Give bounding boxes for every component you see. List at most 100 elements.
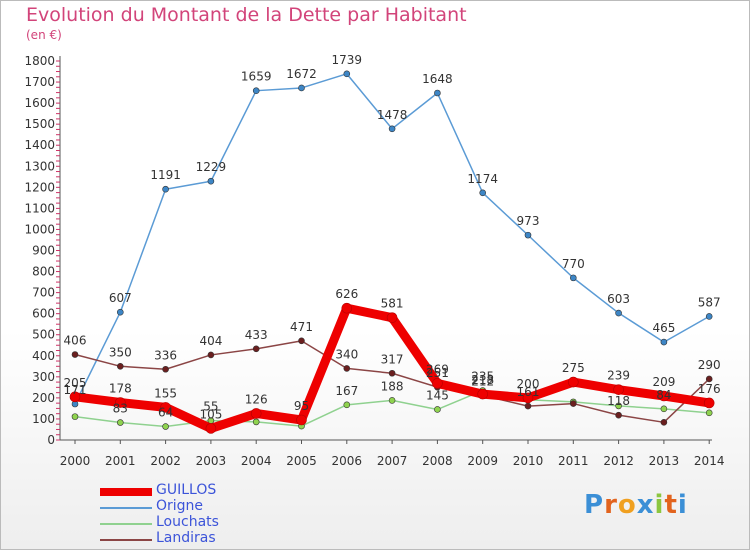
- x-tick-label: 2014: [694, 454, 725, 468]
- data-point-louchats: [615, 402, 622, 410]
- data-point-guillos: [703, 397, 715, 409]
- data-point-origne: [569, 274, 577, 282]
- data-label-origne: 171: [64, 383, 87, 397]
- data-label-origne: 973: [517, 214, 540, 228]
- data-label-guillos: 275: [562, 361, 585, 375]
- data-label-origne: 1659: [241, 70, 272, 84]
- logo-letter: P: [584, 490, 605, 520]
- data-point-guillos: [250, 408, 262, 419]
- data-point-landiras: [252, 345, 260, 353]
- data-label-landiras: 406: [64, 334, 87, 348]
- legend-label-landiras: Landiras: [156, 530, 216, 546]
- data-label-origne: 465: [652, 321, 675, 335]
- data-label-landiras: 317: [381, 352, 404, 366]
- data-label-guillos: 205: [64, 376, 87, 390]
- data-point-origne: [705, 313, 713, 320]
- y-tick-label: 1800: [24, 54, 55, 68]
- data-point-guillos: [432, 378, 443, 389]
- x-tick-label: 2008: [422, 454, 453, 468]
- data-label-guillos: 626: [335, 287, 358, 301]
- data-point-guillos: [160, 402, 171, 413]
- y-tick-label: 1000: [24, 222, 55, 236]
- x-tick-label: 2001: [105, 454, 136, 468]
- data-label-landiras: 471: [290, 320, 313, 334]
- logo-letter: i: [654, 490, 665, 520]
- data-label-guillos: 178: [109, 382, 132, 396]
- x-tick-label: 2012: [603, 454, 634, 468]
- y-tick-label: 1600: [24, 96, 55, 110]
- y-tick-label: 900: [32, 244, 55, 258]
- data-label-origne: 770: [562, 257, 585, 271]
- data-point-louchats: [117, 419, 124, 426]
- data-point-origne: [162, 185, 169, 193]
- data-point-louchats: [71, 413, 79, 420]
- data-label-louchats: 145: [426, 388, 449, 402]
- x-tick-label: 2011: [558, 454, 589, 468]
- data-point-origne: [117, 308, 124, 316]
- data-point-guillos: [341, 302, 353, 314]
- data-label-landiras: 350: [109, 345, 132, 359]
- y-tick-label: 100: [32, 412, 55, 426]
- data-label-louchats: 188: [381, 379, 404, 393]
- data-label-origne: 1739: [332, 53, 363, 67]
- x-tick-label: 2006: [332, 454, 363, 468]
- data-label-landiras: 336: [154, 348, 177, 362]
- data-point-guillos: [613, 384, 624, 395]
- chart-title: Evolution du Montant de la Dette par Hab…: [26, 4, 467, 26]
- data-label-landiras: 433: [245, 328, 268, 342]
- legend-label-origne: Origne: [156, 498, 204, 514]
- x-tick-label: 2002: [150, 454, 181, 468]
- x-tick-label: 2009: [467, 454, 498, 468]
- data-point-landiras: [207, 351, 215, 359]
- data-point-origne: [252, 87, 260, 94]
- data-point-origne: [343, 70, 351, 78]
- x-tick-label: 2000: [60, 454, 91, 468]
- data-label-louchats: 84: [656, 388, 671, 402]
- data-point-guillos: [115, 397, 126, 408]
- data-label-origne: 1191: [150, 168, 181, 182]
- data-point-landiras: [388, 369, 396, 377]
- data-point-guillos: [522, 392, 534, 404]
- logo-letter: o: [617, 490, 637, 520]
- data-label-louchats: 83: [113, 402, 128, 416]
- data-point-louchats: [388, 397, 396, 404]
- y-tick-label: 800: [32, 265, 55, 279]
- data-label-guillos: 218: [471, 373, 494, 387]
- data-point-guillos: [567, 376, 579, 388]
- data-label-landiras: 251: [426, 366, 449, 380]
- data-label-guillos: 126: [245, 392, 268, 406]
- y-tick-label: 1500: [24, 117, 55, 131]
- logo-letter: r: [604, 490, 618, 520]
- data-point-origne: [207, 177, 215, 185]
- data-point-origne: [298, 84, 305, 92]
- data-label-origne: 1648: [422, 72, 453, 86]
- legend-swatch-guillos: [100, 488, 152, 496]
- legend-label-louchats: Louchats: [156, 514, 219, 530]
- data-label-guillos: 155: [154, 386, 177, 400]
- data-label-guillos: 95: [294, 399, 309, 413]
- data-point-origne: [524, 231, 532, 239]
- logo-letter: x: [636, 490, 655, 520]
- data-point-guillos: [477, 388, 489, 400]
- data-point-guillos: [205, 423, 217, 434]
- x-tick-label: 2005: [286, 454, 317, 468]
- y-tick-label: 1300: [24, 159, 55, 173]
- legend-swatch-origne: [100, 507, 152, 509]
- y-tick-label: 1100: [24, 201, 55, 215]
- data-label-louchats: 167: [335, 384, 358, 398]
- data-label-landiras: 118: [607, 394, 630, 408]
- data-label-origne: 1672: [286, 67, 317, 81]
- legend-swatch-louchats: [100, 523, 152, 525]
- data-label-landiras: 161: [517, 385, 540, 399]
- data-label-origne: 1229: [196, 160, 227, 174]
- y-tick-label: 600: [32, 307, 55, 321]
- y-tick-label: 700: [32, 286, 55, 300]
- data-label-landiras: 340: [335, 347, 358, 361]
- data-point-guillos: [386, 312, 398, 323]
- data-point-louchats: [434, 406, 441, 413]
- data-point-landiras: [298, 337, 305, 345]
- data-point-landiras: [71, 351, 79, 358]
- data-label-guillos: 105: [199, 407, 222, 421]
- y-tick-label: 400: [32, 349, 55, 363]
